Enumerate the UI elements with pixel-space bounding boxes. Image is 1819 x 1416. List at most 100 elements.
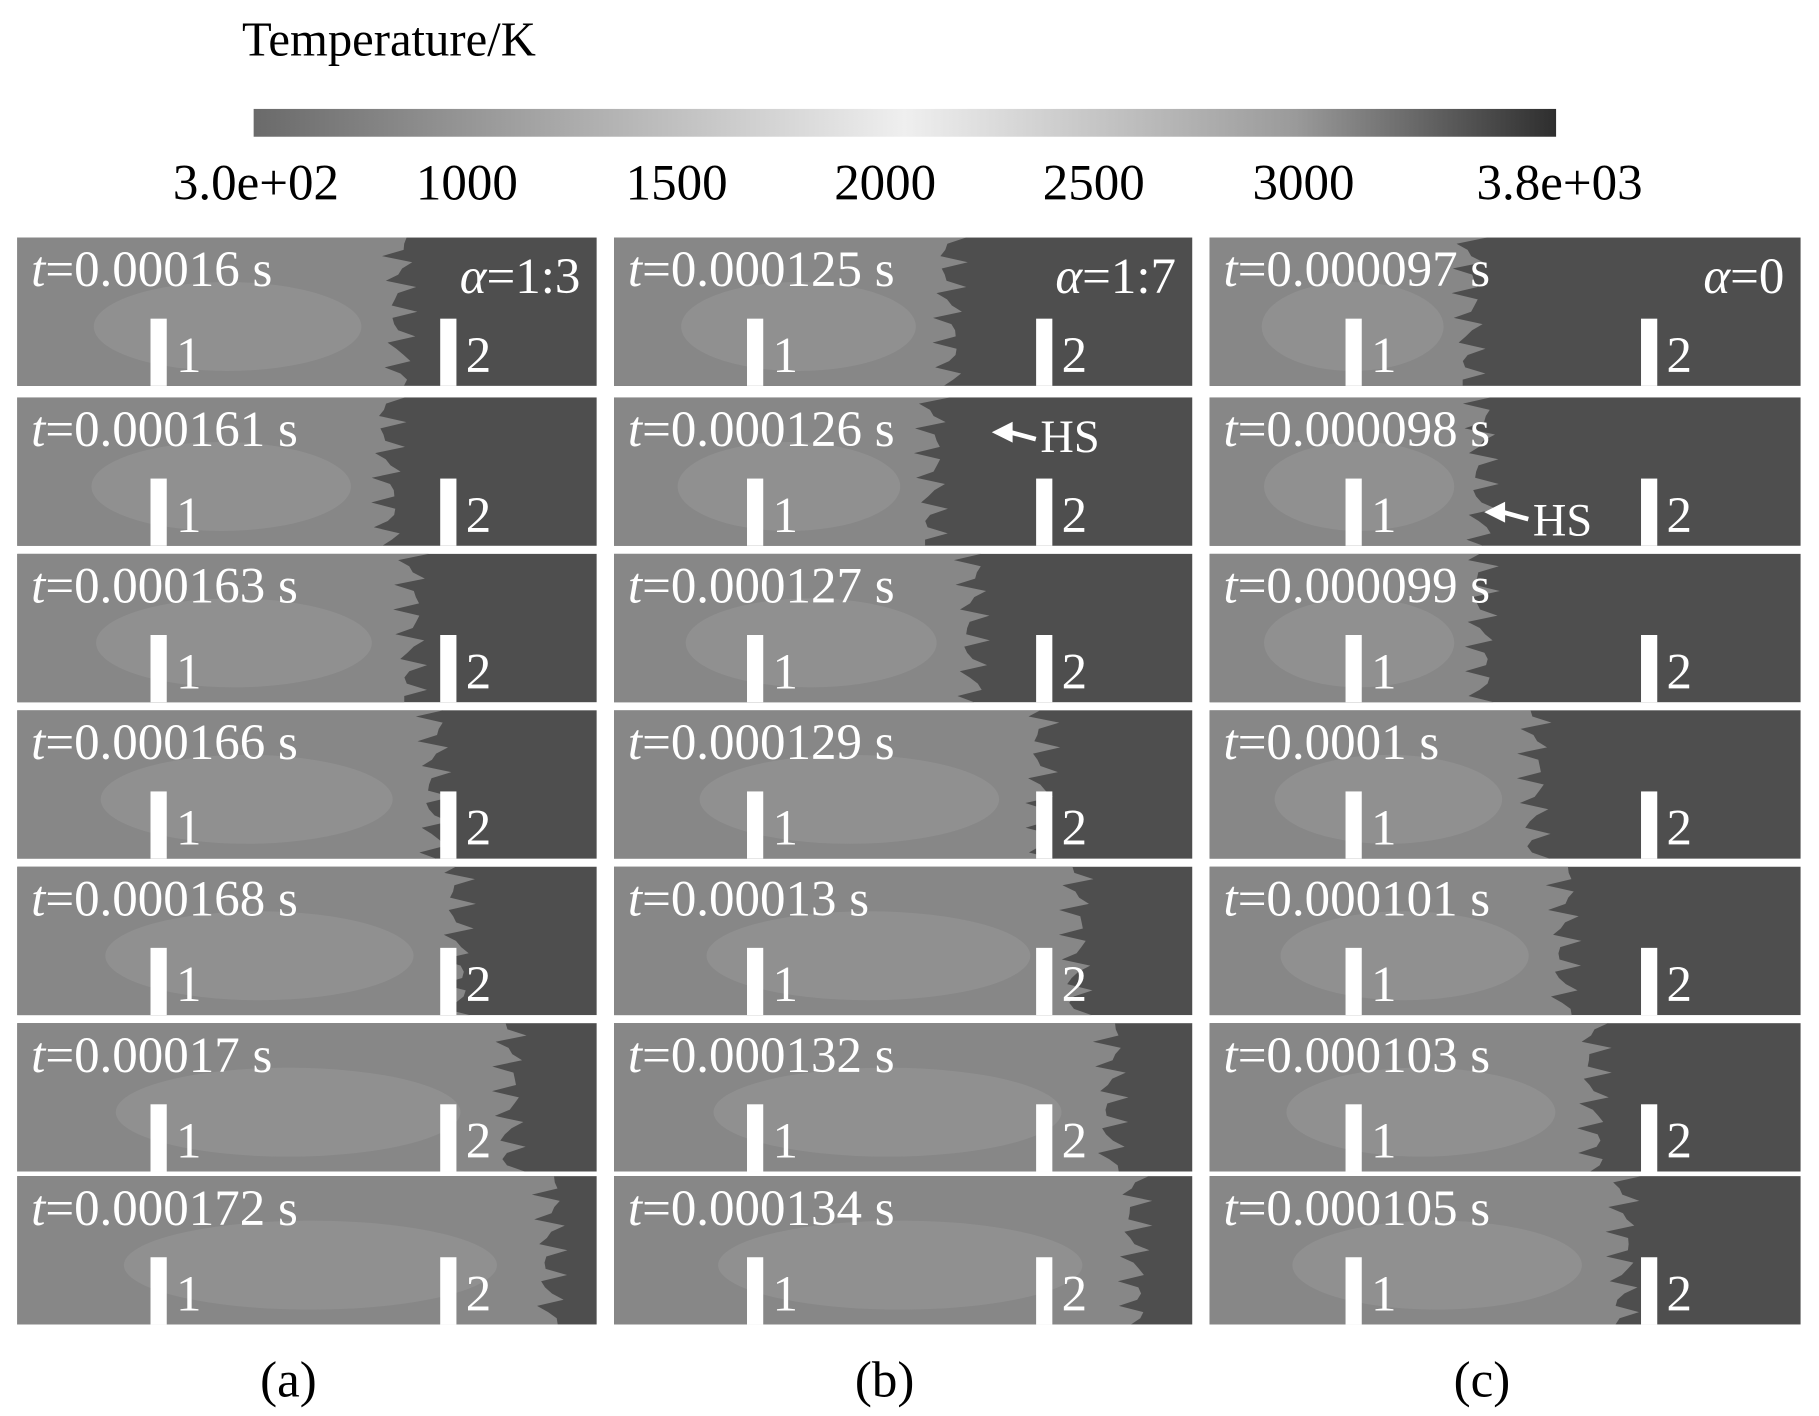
time-symbol: t xyxy=(628,402,644,458)
probe-label: 2 xyxy=(1667,801,1692,857)
time-value: =0.000163 s xyxy=(45,559,297,615)
probe-label: 1 xyxy=(176,488,201,544)
flame-texture xyxy=(115,1067,461,1157)
probe-label: 2 xyxy=(1062,1267,1087,1323)
probe xyxy=(747,478,764,546)
probe-label: 2 xyxy=(466,801,491,857)
flame-texture xyxy=(718,1220,1083,1310)
time-value: =0.000129 s xyxy=(642,715,894,771)
time-symbol: t xyxy=(628,242,644,298)
time-label: t=0.000166 s xyxy=(31,715,298,771)
time-label: t=0.000098 s xyxy=(1224,402,1491,458)
probe-label: 1 xyxy=(1371,801,1396,857)
probe-label: 2 xyxy=(1062,1114,1087,1170)
colorbar-tick-label: 1500 xyxy=(626,155,728,211)
panel: 1 2 t=0.00017 s xyxy=(17,1023,597,1172)
flame-texture xyxy=(713,1067,1062,1157)
time-value: =0.000125 s xyxy=(642,242,894,298)
panel: 1 2 t=0.000172 s xyxy=(17,1176,597,1325)
flame-texture xyxy=(1274,754,1503,844)
annotation: HS xyxy=(1040,412,1099,463)
probe-label: 1 xyxy=(1371,488,1396,544)
time-value: =0.00013 s xyxy=(642,871,869,927)
probe-label: 2 xyxy=(1667,957,1692,1013)
probe-label: 1 xyxy=(773,1267,798,1323)
time-label: t=0.000172 s xyxy=(31,1181,298,1237)
probe-label: 1 xyxy=(176,328,201,384)
arrow-line xyxy=(1009,429,1037,442)
time-symbol: t xyxy=(628,715,644,771)
probe-label: 2 xyxy=(1062,801,1087,857)
annotation: HS xyxy=(1533,495,1592,546)
alpha-value: =0 xyxy=(1730,249,1784,305)
time-value: =0.000134 s xyxy=(642,1181,894,1237)
probe xyxy=(440,318,457,386)
panel: 1 2 t=0.000127 s xyxy=(614,553,1193,703)
panel: 1 2 t=0.000161 s xyxy=(17,397,597,546)
time-value: =0.000132 s xyxy=(642,1028,894,1084)
probe xyxy=(1036,791,1053,859)
flame-texture xyxy=(706,911,1031,1001)
time-label: t=0.000134 s xyxy=(628,1181,895,1237)
probe xyxy=(440,1104,457,1172)
panel: 1 2 t=0.000134 s xyxy=(614,1176,1193,1325)
probe-label: 1 xyxy=(1371,1114,1396,1170)
probe-label: 1 xyxy=(773,644,798,700)
time-value: =0.000098 s xyxy=(1238,402,1490,458)
probe-label: 1 xyxy=(176,957,201,1013)
probe xyxy=(747,634,764,703)
probe xyxy=(1345,791,1362,859)
probe-label: 1 xyxy=(1371,1267,1396,1323)
probe xyxy=(150,1104,167,1172)
time-symbol: t xyxy=(31,871,47,927)
time-label: t=0.000129 s xyxy=(628,715,895,771)
colorbar-tick-label: 3.0e+02 xyxy=(173,155,339,211)
flame-texture xyxy=(677,441,901,531)
colorbar xyxy=(253,108,1557,137)
probe xyxy=(150,478,167,546)
panel: 1 2 t=0.000129 s xyxy=(614,710,1193,859)
column-label: (b) xyxy=(855,1352,914,1408)
probe xyxy=(1641,478,1658,546)
time-value: =0.00017 s xyxy=(45,1028,272,1084)
probe-label: 1 xyxy=(1371,644,1396,700)
time-label: t=0.000105 s xyxy=(1224,1181,1491,1237)
arrow-line xyxy=(1502,509,1529,522)
time-value: =0.000127 s xyxy=(642,559,894,615)
arrow-head xyxy=(991,421,1013,443)
panel: 1 2 t=0.000103 s xyxy=(1209,1023,1801,1172)
time-label: t=0.000126 s xyxy=(628,402,895,458)
flame-texture xyxy=(699,754,1000,844)
alpha-symbol: α xyxy=(1055,249,1083,305)
probe-label: 2 xyxy=(466,328,491,384)
probe-label: 2 xyxy=(1062,957,1087,1013)
time-value: =0.000099 s xyxy=(1238,559,1490,615)
panel: 1 2 t=0.0001 s xyxy=(1209,710,1801,859)
flame-texture xyxy=(123,1220,497,1310)
probe xyxy=(1641,1104,1658,1172)
time-label: t=0.000163 s xyxy=(31,559,298,615)
probe xyxy=(747,947,764,1016)
panel: 1 2 t=0.00013 s xyxy=(614,866,1193,1016)
probe-label: 2 xyxy=(466,644,491,700)
probe-label: 2 xyxy=(1062,488,1087,544)
time-value: =0.000172 s xyxy=(45,1181,297,1237)
panel: 1 2 t=0.000166 s xyxy=(17,710,597,859)
probe-label: 2 xyxy=(1667,328,1692,384)
colorbar-tick-label: 2500 xyxy=(1043,155,1145,211)
panel: 1 2 t=0.000125 s α=1:7 xyxy=(614,237,1193,386)
flame-texture xyxy=(681,282,916,372)
time-symbol: t xyxy=(1224,1028,1240,1084)
panel: 1 2 t=0.000126 s HS xyxy=(614,397,1193,546)
probe-label: 2 xyxy=(1667,1267,1692,1323)
probe-label: 2 xyxy=(1667,1114,1692,1170)
panel: 1 2 t=0.000168 s xyxy=(17,866,597,1016)
probe xyxy=(440,947,457,1016)
panel: 1 2 t=0.000098 s HS xyxy=(1209,397,1801,546)
probe-label: 1 xyxy=(773,801,798,857)
time-value: =0.000161 s xyxy=(45,402,297,458)
probe xyxy=(1641,947,1658,1016)
time-label: t=0.00013 s xyxy=(628,871,869,927)
probe xyxy=(1641,1257,1658,1325)
